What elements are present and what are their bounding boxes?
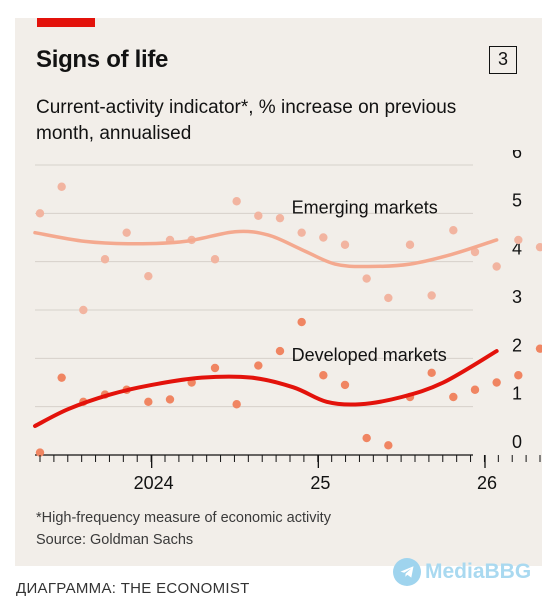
- y-tick-label: 4: [512, 239, 522, 259]
- emerging-trend-line: [33, 229, 499, 269]
- y-tick-label: 1: [512, 384, 522, 404]
- emerging-data-point: [535, 242, 542, 252]
- developed-data-point: [384, 441, 393, 450]
- y-tick-label: 5: [512, 190, 522, 210]
- chart-number-badge: 3: [489, 46, 517, 74]
- emerging-data-point: [254, 211, 263, 220]
- chart-subtitle: Current-activity indicator*, % increase …: [36, 97, 457, 144]
- developed-data-point: [470, 385, 480, 394]
- developed-data-point: [144, 397, 153, 407]
- emerging-data-point: [427, 291, 436, 300]
- developed-data-point: [535, 344, 542, 353]
- developed-data-point: [254, 361, 263, 370]
- x-tick-label: 2024: [134, 473, 174, 493]
- emerging-data-point: [210, 255, 220, 264]
- emerging-data-point: [275, 213, 285, 223]
- data-points: [35, 182, 542, 457]
- developed-series-label: Developed markets: [292, 345, 447, 365]
- telegram-icon: [393, 558, 421, 586]
- developed-data-point: [427, 368, 436, 378]
- y-tick-label: 3: [512, 287, 522, 307]
- developed-data-point: [362, 433, 371, 443]
- developed-data-point: [232, 400, 241, 409]
- developed-data-point: [492, 378, 501, 387]
- developed-data-point: [449, 392, 458, 402]
- series-labels: Emerging markets Developed markets: [292, 197, 447, 364]
- emerging-data-point: [100, 255, 110, 264]
- y-tick-label: 6: [512, 150, 522, 162]
- trend-lines: [33, 229, 499, 428]
- developed-data-point: [340, 380, 350, 390]
- y-tick-label: 2: [512, 335, 522, 355]
- emerging-data-point: [492, 262, 501, 271]
- developed-data-point: [297, 317, 306, 327]
- emerging-data-point: [384, 293, 393, 303]
- source-note: Source: Goldman Sachs: [36, 532, 194, 548]
- emerging-data-point: [514, 235, 523, 245]
- chart-title: Signs of life: [36, 46, 169, 73]
- accent-bar: [37, 18, 95, 27]
- emerging-data-point: [470, 247, 480, 257]
- developed-data-point: [319, 371, 328, 380]
- emerging-data-point: [297, 228, 306, 237]
- y-tick-label: 0: [512, 432, 522, 452]
- x-axis: 2024 25 26: [39, 455, 541, 493]
- watermark: MediaBBG: [393, 555, 531, 589]
- emerging-data-point: [57, 182, 66, 191]
- developed-trend-line: [33, 349, 499, 428]
- developed-data-point: [57, 373, 66, 382]
- emerging-data-point: [449, 226, 458, 235]
- chart-card: [15, 18, 542, 566]
- emerging-data-point: [122, 228, 131, 237]
- emerging-data-point: [319, 233, 328, 242]
- developed-data-point: [35, 448, 45, 457]
- y-axis-labels: 0 1 2 3 4 5 6: [512, 150, 522, 452]
- developed-data-point: [210, 363, 220, 373]
- emerging-data-point: [35, 209, 45, 218]
- developed-data-point: [514, 371, 523, 380]
- emerging-data-point: [362, 274, 371, 283]
- emerging-data-point: [79, 305, 88, 315]
- watermark-text: MediaBBG: [425, 560, 532, 583]
- emerging-data-point: [405, 240, 415, 249]
- line-chart: 0 1 2 3 4 5 6 Emerging markets Developed market…: [33, 150, 542, 493]
- emerging-series-label: Emerging markets: [292, 197, 438, 217]
- developed-data-point: [165, 395, 175, 404]
- emerging-data-point: [340, 240, 350, 249]
- x-tick-label: 25: [310, 473, 330, 493]
- credit-line: ДИАГРАММА: THE ECONOMIST: [16, 580, 250, 597]
- gridlines: [35, 164, 473, 456]
- footnote: *High-frequency measure of economic acti…: [36, 510, 331, 526]
- developed-data-point: [275, 346, 285, 356]
- emerging-data-point: [144, 271, 153, 281]
- emerging-data-point: [232, 197, 241, 206]
- x-tick-label: 26: [477, 473, 497, 493]
